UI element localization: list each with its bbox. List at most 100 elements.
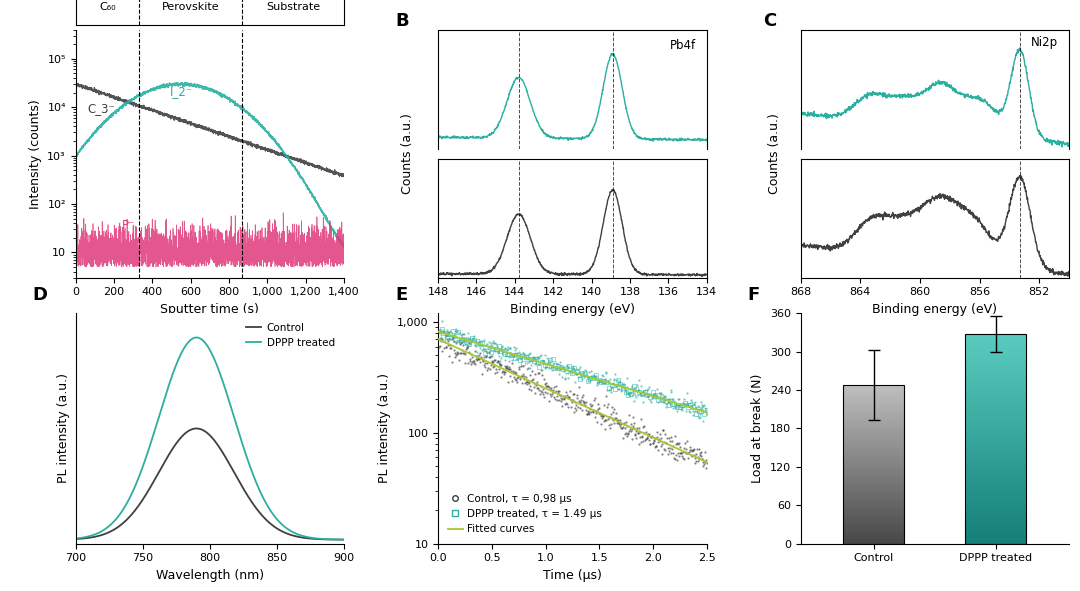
Bar — [966, 543, 1026, 544]
Bar — [966, 430, 1026, 431]
Bar — [966, 420, 1026, 421]
Bar — [843, 486, 904, 488]
Bar — [966, 475, 1026, 476]
Bar — [966, 431, 1026, 433]
Bar — [843, 446, 904, 447]
Bar — [966, 512, 1026, 513]
Bar — [966, 499, 1026, 501]
Bar — [843, 511, 904, 512]
Bar — [843, 389, 904, 391]
Bar — [966, 473, 1026, 475]
X-axis label: Time (μs): Time (μs) — [543, 569, 602, 582]
Bar — [843, 536, 904, 537]
Bar — [966, 341, 1026, 342]
Bar — [966, 456, 1026, 457]
Bar — [966, 401, 1026, 402]
Bar — [966, 415, 1026, 417]
Y-axis label: Load at break (N): Load at break (N) — [751, 374, 765, 483]
Bar — [843, 472, 904, 473]
Bar — [966, 374, 1026, 375]
Bar — [843, 401, 904, 402]
Bar — [843, 524, 904, 525]
Bar — [966, 411, 1026, 413]
Bar — [966, 383, 1026, 384]
Bar — [966, 515, 1026, 517]
Bar — [843, 480, 904, 481]
Bar — [966, 470, 1026, 471]
Bar — [966, 466, 1026, 467]
Bar — [843, 532, 904, 534]
Bar — [843, 502, 904, 503]
Bar — [843, 481, 904, 482]
Bar — [843, 522, 904, 523]
Bar — [843, 475, 904, 476]
Bar — [966, 472, 1026, 473]
X-axis label: Sputter time (s): Sputter time (s) — [161, 303, 259, 316]
Bar — [843, 427, 904, 428]
Bar — [843, 445, 904, 446]
Bar — [966, 535, 1026, 537]
Bar — [966, 343, 1026, 344]
Bar — [843, 538, 904, 539]
Bar — [966, 446, 1026, 447]
Bar — [966, 361, 1026, 362]
Bar — [843, 459, 904, 460]
Bar — [966, 447, 1026, 448]
Bar — [966, 339, 1026, 340]
Bar — [966, 369, 1026, 371]
Text: Counts (a.u.): Counts (a.u.) — [768, 113, 781, 194]
Bar — [966, 476, 1026, 478]
X-axis label: Wavelength (nm): Wavelength (nm) — [156, 569, 264, 582]
Bar — [843, 416, 904, 417]
Bar — [843, 521, 904, 522]
Bar — [843, 396, 904, 397]
Bar — [966, 377, 1026, 378]
Bar — [843, 388, 904, 389]
Bar — [843, 489, 904, 490]
Bar — [843, 463, 904, 465]
Text: C: C — [764, 12, 777, 30]
Bar — [966, 384, 1026, 385]
Bar — [843, 519, 904, 520]
Bar — [966, 534, 1026, 535]
Bar — [843, 387, 904, 388]
Bar — [843, 426, 904, 427]
Bar — [966, 468, 1026, 469]
Bar — [966, 460, 1026, 461]
Bar — [843, 491, 904, 492]
Text: Substrate: Substrate — [267, 2, 321, 12]
Bar — [966, 471, 1026, 472]
Bar — [966, 434, 1026, 436]
Bar — [843, 513, 904, 514]
Bar — [966, 342, 1026, 343]
Bar — [843, 505, 904, 506]
Text: C_3⁻: C_3⁻ — [87, 102, 114, 115]
Bar — [843, 410, 904, 411]
Bar — [843, 441, 904, 442]
Bar — [966, 414, 1026, 415]
Bar — [843, 449, 904, 450]
Bar — [843, 436, 904, 437]
Bar — [966, 359, 1026, 360]
Bar — [966, 464, 1026, 465]
Bar — [966, 501, 1026, 502]
Bar — [966, 483, 1026, 484]
Bar — [966, 454, 1026, 456]
Bar — [966, 345, 1026, 346]
Bar — [843, 515, 904, 516]
Bar — [843, 526, 904, 527]
Bar — [966, 366, 1026, 368]
Bar — [966, 467, 1026, 468]
Bar — [966, 491, 1026, 492]
Bar — [843, 543, 904, 544]
Bar — [966, 391, 1026, 392]
Bar — [843, 423, 904, 424]
Bar — [843, 517, 904, 518]
Bar — [966, 452, 1026, 453]
Bar — [966, 357, 1026, 358]
Text: C₆₀: C₆₀ — [99, 2, 116, 12]
Bar — [966, 511, 1026, 512]
Bar — [843, 528, 904, 530]
Bar — [843, 470, 904, 472]
Bar — [966, 445, 1026, 446]
